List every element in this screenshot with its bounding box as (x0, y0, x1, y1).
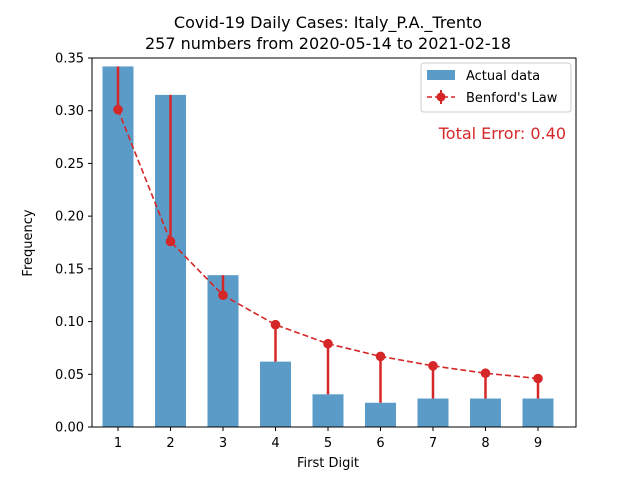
y-tick-label: 0.20 (55, 210, 84, 225)
x-tick-label: 2 (166, 436, 174, 451)
x-axis-label: First Digit (297, 456, 359, 471)
y-tick-label: 0.15 (55, 262, 84, 277)
legend: Actual data Benford's Law (420, 62, 572, 113)
axes-frame (91, 57, 577, 428)
y-tick-label: 0.10 (55, 315, 84, 330)
benford-point-digit-1 (113, 104, 123, 115)
benford-point-digit-7 (428, 361, 438, 371)
x-tick-label: 7 (429, 436, 437, 451)
benford-point-digit-9 (533, 373, 543, 384)
legend-box (420, 62, 572, 113)
legend-marker-benford (436, 92, 446, 102)
chart-subtitle: 257 numbers from 2020-05-14 to 2021-02-1… (145, 34, 511, 53)
bar-actual-digit-9 (522, 398, 554, 427)
y-tick-label: 0.00 (55, 421, 84, 436)
y-tick-label: 0.30 (55, 104, 84, 119)
benford-point-digit-5 (323, 338, 333, 349)
bar-actual-digit-1 (102, 66, 134, 427)
benford-point-digit-2 (165, 236, 176, 247)
x-tick-label: 9 (534, 436, 542, 451)
total-error-annotation: Total Error: 0.40 (438, 124, 566, 143)
legend-label-benford: Benford's Law (466, 91, 558, 106)
x-tick-label: 5 (324, 436, 332, 451)
benford-point-digit-8 (480, 368, 491, 379)
x-tick-label: 6 (376, 436, 384, 451)
bar-actual-digit-7 (417, 398, 449, 427)
legend-swatch-actual (427, 70, 455, 80)
y-axis-label: Frequency (21, 209, 36, 276)
x-tick-label: 8 (481, 436, 489, 451)
benford-point-digit-3 (218, 290, 228, 301)
legend-label-actual: Actual data (466, 69, 540, 84)
bar-actual-digit-4 (260, 361, 291, 427)
bar-actual-digit-5 (312, 394, 344, 427)
benford-point-digit-6 (375, 351, 386, 362)
x-tick-label: 4 (271, 436, 279, 451)
bar-actual-digit-6 (365, 402, 396, 427)
bar-actual-digit-8 (470, 398, 501, 427)
y-tick-label: 0.25 (55, 157, 84, 172)
x-tick-label: 1 (114, 436, 122, 451)
chart-title: Covid-19 Daily Cases: Italy_P.A._Trento (174, 13, 482, 33)
y-tick-label: 0.05 (55, 368, 84, 383)
benford-point-digit-4 (270, 319, 281, 330)
x-tick-label: 3 (219, 436, 227, 451)
plot-area: 0.00 0.05 0.10 0.15 0.20 0.25 0.30 0.35 1 2 3 4 5 6 7 8… (55, 52, 554, 451)
y-tick-label: 0.35 (55, 52, 84, 67)
